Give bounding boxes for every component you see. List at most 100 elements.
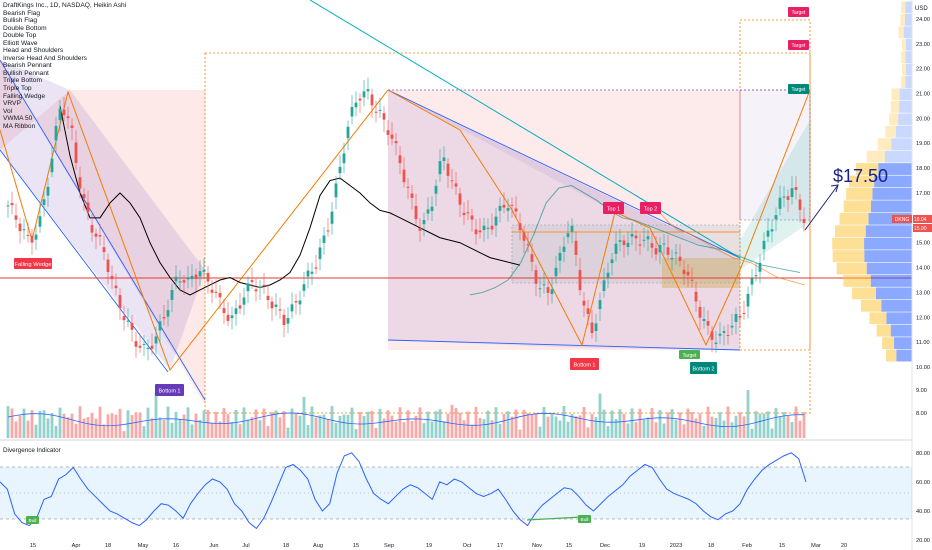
volume-axis: 9.008.00 <box>916 388 927 417</box>
pattern-list-item[interactable]: Vol <box>3 108 126 116</box>
volume-bar <box>515 410 518 438</box>
candle-body <box>643 240 646 241</box>
candle-body <box>443 157 446 161</box>
candle-body <box>307 271 310 277</box>
svg-text:Target: Target <box>683 353 698 359</box>
time-tick-label: 2023 <box>670 543 682 549</box>
vrvp-bar <box>891 325 912 337</box>
pattern-list-item[interactable]: Double Top <box>3 32 126 40</box>
volume-bar <box>19 416 22 438</box>
time-tick-label: 20 <box>841 543 847 549</box>
candle-body <box>539 288 542 289</box>
volume-bar <box>287 428 290 438</box>
vrvp-bar <box>900 89 912 101</box>
top2-label: Top 2 <box>640 202 661 214</box>
vrvp-bar <box>896 350 912 362</box>
pattern-list-item[interactable]: Bullish Pennant <box>3 70 126 78</box>
volume-tick-label: 9.00 <box>916 388 927 394</box>
candle-body <box>623 240 626 245</box>
volume-bar <box>375 428 378 438</box>
volume-bar <box>143 426 146 438</box>
candle-body <box>495 217 498 226</box>
volume-bar <box>559 421 562 438</box>
pattern-list-item[interactable]: Triple Bottom <box>3 77 126 85</box>
volume-bar <box>23 409 26 438</box>
vrvp-bar <box>885 126 896 138</box>
volume-bar <box>115 415 118 438</box>
volume-bar <box>103 424 106 438</box>
pattern-list-item[interactable]: Elliott Wave <box>3 40 126 48</box>
volume-bar <box>567 422 570 438</box>
volume-bar <box>663 423 666 438</box>
volume-bar <box>543 407 546 438</box>
pattern-list-item[interactable]: Triple Top <box>3 85 126 93</box>
volume-bar <box>359 412 362 438</box>
pattern-list-item[interactable]: MA Ribbon <box>3 123 126 131</box>
pattern-list-item[interactable]: Inverse Head And Shoulders <box>3 55 126 63</box>
candle-body <box>759 263 762 272</box>
candle-body <box>375 112 378 113</box>
time-tick-label: 17 <box>497 543 503 549</box>
candle-body <box>7 205 10 206</box>
prev-price-tag: 15.90 <box>913 224 932 232</box>
candle-body <box>739 316 742 318</box>
candle-body <box>39 216 42 226</box>
candle-body <box>351 107 354 117</box>
volume-bar <box>87 417 90 438</box>
pattern-list-item[interactable]: Bearish Pennant <box>3 62 126 70</box>
pattern-list-item[interactable]: VRVP <box>3 100 126 108</box>
vrvp-bar <box>905 51 912 63</box>
price-axis[interactable]: 24.00 23.00 22.00 21.00 20.00 19.00 18.00 17.00… <box>916 17 930 371</box>
candle-body <box>499 206 502 211</box>
time-axis[interactable]: 15 Apr 18 May 16 Jun Jul 18 Aug 15 Sep 19 Oct 17 Nov 15… <box>30 543 847 549</box>
vrvp-bar <box>898 113 912 125</box>
candle-body <box>183 280 186 282</box>
vrvp-bar <box>891 89 899 101</box>
pattern-list-item[interactable]: Falling Wedge <box>3 93 126 101</box>
pattern-list-item[interactable]: Double Bottom <box>3 25 126 33</box>
candle-body <box>331 212 334 224</box>
candle-body <box>519 223 522 230</box>
candle-body <box>299 300 302 304</box>
top1-label: Top 1 <box>603 202 624 214</box>
vrvp-bar <box>846 188 872 200</box>
time-tick-label: 18 <box>708 543 714 549</box>
volume-bar <box>135 412 138 438</box>
volume-bar <box>499 424 502 438</box>
candle-body <box>543 284 546 285</box>
time-tick-label: Mar <box>811 543 821 549</box>
volume-bar <box>723 421 726 438</box>
volume-bar <box>423 423 426 438</box>
pattern-list-item[interactable]: Bearish Flag <box>3 10 126 18</box>
candle-body <box>647 236 650 239</box>
candle-body <box>223 308 226 313</box>
candle-body <box>583 301 586 306</box>
volume-bar <box>619 409 622 438</box>
volume-bar <box>311 406 314 438</box>
candle-body <box>323 236 326 243</box>
candle-body <box>619 240 622 242</box>
candle-body <box>439 161 442 174</box>
candle-body <box>251 280 254 282</box>
vrvp-bar <box>864 250 912 262</box>
pattern-list-item[interactable]: Bullish Flag <box>3 17 126 25</box>
candle-body <box>483 226 486 230</box>
volume-bar <box>455 408 458 438</box>
volume-bar <box>531 414 534 438</box>
volume-bar <box>563 406 566 438</box>
candle-body <box>703 319 706 321</box>
volume-bar <box>123 431 126 438</box>
volume-bar <box>583 407 586 438</box>
candle-body <box>255 289 258 291</box>
volume-bar <box>599 394 602 438</box>
volume-bar <box>259 420 262 438</box>
volume-bar <box>347 415 350 438</box>
time-tick-label: 18 <box>105 543 111 549</box>
candle-body <box>779 198 782 209</box>
pattern-list-item[interactable]: VWMA 50 <box>3 115 126 123</box>
pattern-list-item[interactable]: Head and Shoulders <box>3 47 126 55</box>
candle-body <box>767 231 770 237</box>
volume-bar <box>799 421 802 438</box>
volume-bar <box>91 413 94 438</box>
osc-axis: 80.0060.0040.0020.00 <box>916 451 930 544</box>
